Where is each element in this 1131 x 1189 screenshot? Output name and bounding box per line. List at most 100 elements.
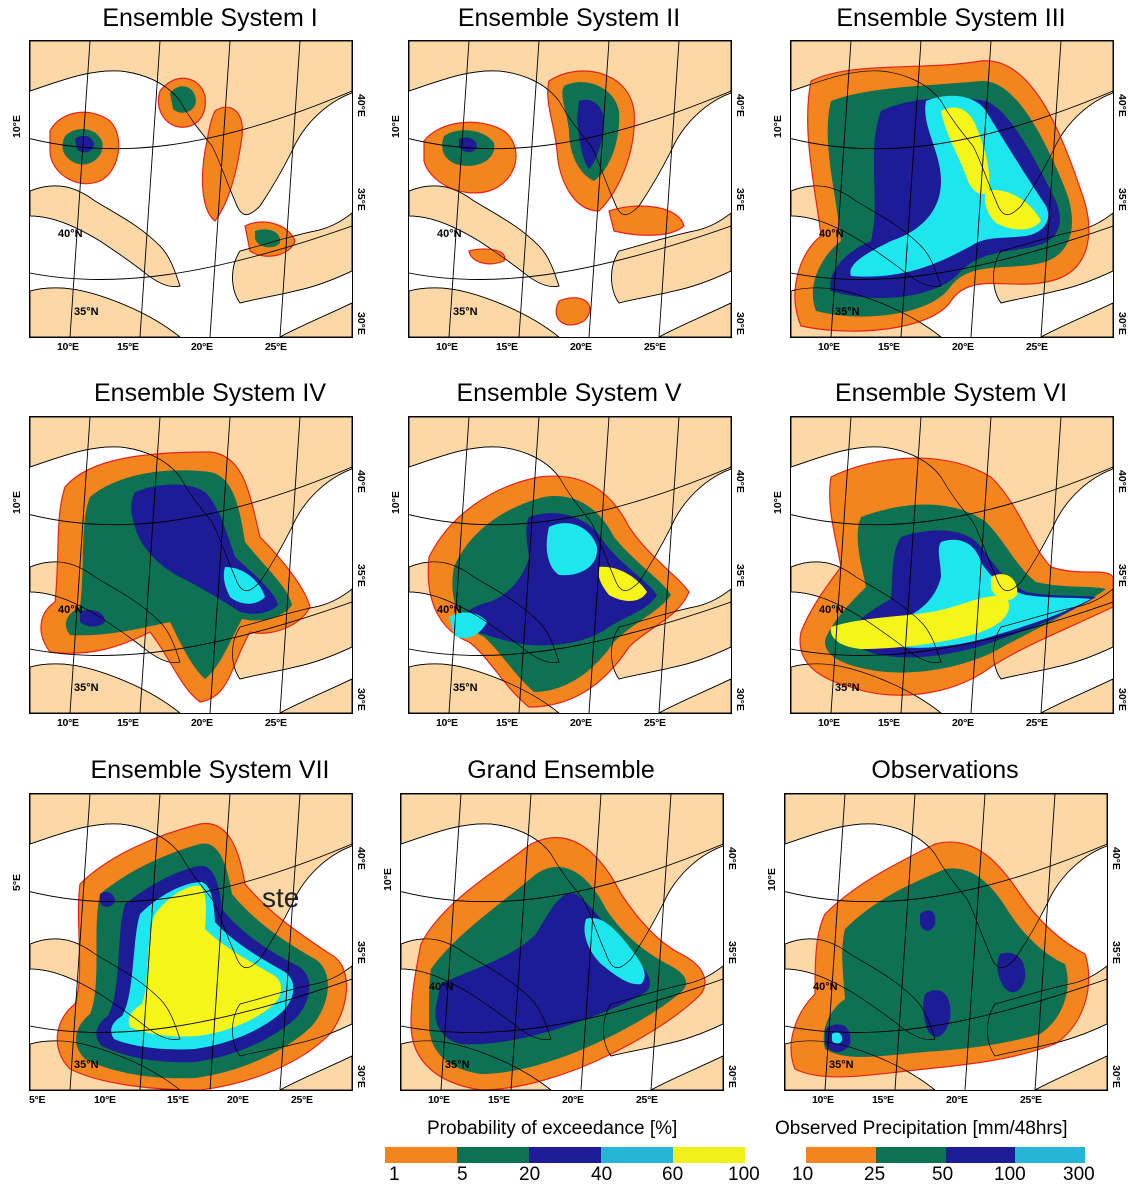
probability-contour [449, 612, 487, 639]
map-svg [791, 41, 1113, 337]
latitude-label: 40°N [437, 228, 462, 240]
right-longitude-label: 30°E [1110, 1065, 1122, 1088]
probability-contour [458, 513, 657, 646]
graticule-line [69, 794, 91, 1090]
graticule-line [448, 41, 470, 337]
probability-contour [201, 106, 243, 222]
probability-contour [920, 910, 936, 931]
right-longitude-label: 30°E [355, 688, 367, 711]
bottom-longitude-label: 25°E [636, 1094, 658, 1106]
coastline [409, 41, 731, 216]
legend-tick-label: 100 [728, 1164, 760, 1185]
bottom-longitude-label: 10°E [436, 717, 458, 729]
probability-contour [459, 137, 477, 153]
latitude-label: 35°N [74, 1059, 99, 1071]
bottom-longitude-label: 20°E [227, 1094, 249, 1106]
legend-swatch [673, 1147, 745, 1163]
latitude-label: 40°N [437, 604, 462, 616]
coastline [279, 678, 352, 713]
coastline [401, 1040, 552, 1090]
right-longitude-label: 40°E [734, 470, 746, 493]
graticule-line [440, 794, 462, 1090]
bottom-longitude-label: 10°E [818, 341, 840, 353]
precipitation-map: 40°N 35°N [790, 416, 1114, 714]
graticule-line [1040, 417, 1062, 713]
graticule-line [791, 225, 1113, 280]
coastline [785, 1040, 936, 1090]
coastline [232, 588, 352, 680]
legend-tick-label: 40 [591, 1164, 613, 1185]
left-longitude-label: 10°E [11, 115, 23, 138]
coastline [279, 1055, 352, 1090]
graticule-line [409, 225, 731, 280]
graticule-line [1040, 41, 1062, 337]
panel-title: Observations [871, 756, 1019, 784]
bottom-longitude-label: 10°E [436, 341, 458, 353]
panel-title: Ensemble System I [102, 4, 318, 32]
left-longitude-label: 5°E [11, 873, 23, 891]
graticule-line [1034, 794, 1056, 1090]
right-longitude-label: 30°E [355, 312, 367, 335]
coastline [30, 287, 181, 337]
graticule-line [900, 417, 922, 713]
latitude-label: 35°N [74, 682, 99, 694]
coastline [785, 794, 1107, 969]
coastline [658, 302, 731, 337]
map-svg [791, 417, 1113, 713]
map-svg [409, 417, 731, 713]
bottom-longitude-label: 25°E [1020, 1094, 1042, 1106]
legend-swatch [806, 1147, 876, 1163]
latitude-label: 40°N [58, 228, 83, 240]
graticule-line [69, 41, 91, 337]
coastline [993, 212, 1113, 304]
bottom-longitude-label: 25°E [291, 1094, 313, 1106]
left-longitude-label: 10°E [11, 491, 23, 514]
latitude-label: 35°N [453, 306, 478, 318]
coastline [232, 965, 352, 1057]
probability-legend: Probability of exceedance [%] 1 5 20 40 60 10… [385, 1118, 760, 1189]
legend-swatch [457, 1147, 529, 1163]
bottom-longitude-label: 15°E [167, 1094, 189, 1106]
graticule-line [401, 978, 723, 1033]
panel-title: Ensemble System VII [90, 756, 330, 784]
graticule-line [30, 978, 352, 1033]
right-longitude-label: 40°E [355, 470, 367, 493]
bottom-longitude-label: 15°E [496, 341, 518, 353]
bottom-longitude-label: 20°E [952, 341, 974, 353]
map-svg [785, 794, 1107, 1090]
coastline [987, 965, 1107, 1057]
probability-contour [941, 107, 990, 195]
left-longitude-label: 10°E [382, 868, 394, 891]
right-longitude-label: 35°E [734, 188, 746, 211]
latitude-label: 40°N [429, 981, 454, 993]
legend-tick-label: 60 [662, 1164, 684, 1185]
map-svg [30, 41, 352, 337]
graticule-line [894, 794, 916, 1090]
bottom-longitude-label: 25°E [1026, 717, 1048, 729]
graticule-line [658, 41, 680, 337]
panel-title: Ensemble System V [456, 379, 682, 407]
probability-legend-bar [385, 1147, 745, 1163]
latitude-label: 35°N [74, 306, 99, 318]
coastline [1034, 1055, 1107, 1090]
right-longitude-label: 35°E [1116, 564, 1128, 587]
left-longitude-label: 10°E [390, 115, 402, 138]
graticule-line [791, 601, 1113, 656]
latitude-label: 35°N [453, 682, 478, 694]
observed-legend: Observed Precipitation [mm/48hrs] 10 25 50… [772, 1118, 1128, 1189]
precipitation-map: 40°N 35°N [400, 793, 724, 1091]
bottom-longitude-label: 10°E [57, 341, 79, 353]
left-longitude-label: 10°E [772, 491, 784, 514]
graticule-line [518, 417, 540, 713]
map-svg [401, 794, 723, 1090]
right-longitude-label: 30°E [1116, 688, 1128, 711]
panel-title: Ensemble System IV [93, 379, 327, 407]
coastline [409, 185, 560, 287]
graticule-line [139, 794, 161, 1090]
right-longitude-label: 40°E [734, 94, 746, 117]
graticule-line [30, 466, 352, 526]
panel-title: Ensemble System III [836, 4, 1066, 32]
stray-text: ste [262, 882, 300, 913]
bottom-longitude-label: 10°E [818, 717, 840, 729]
probability-contour [997, 952, 1026, 993]
